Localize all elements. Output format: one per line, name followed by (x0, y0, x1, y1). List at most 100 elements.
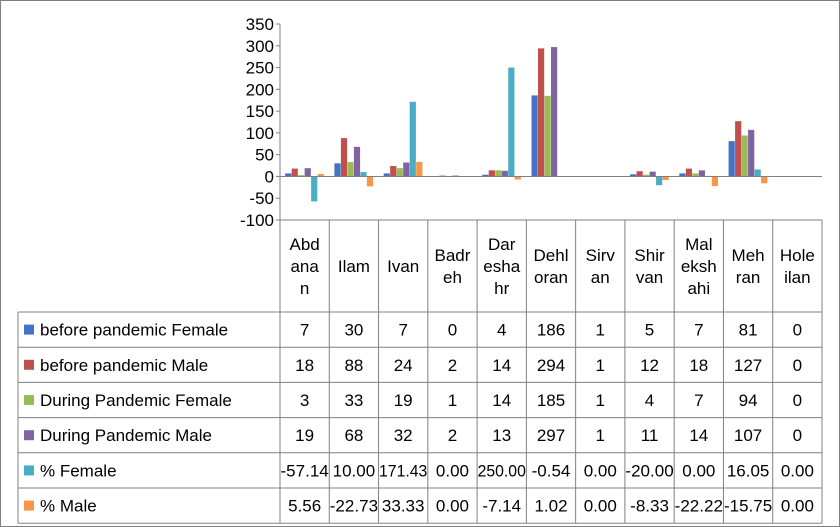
y-tick-label: 300 (246, 37, 274, 56)
legend-swatch (24, 465, 34, 476)
table-value: -22.22 (675, 497, 723, 516)
table-value: 94 (739, 391, 758, 410)
legend-swatch (24, 324, 34, 335)
bar (488, 170, 495, 177)
bar (340, 138, 348, 177)
table-value: 1 (448, 391, 457, 410)
legend-swatch (24, 500, 34, 511)
table-value: 186 (537, 321, 565, 340)
table-value: 10.00 (333, 461, 376, 480)
bar (317, 174, 324, 177)
y-tick-label: 100 (246, 124, 274, 143)
bar (735, 121, 742, 177)
y-tick-label: -50 (249, 189, 274, 208)
table-value: 1 (596, 426, 605, 445)
table-value: 4 (497, 321, 506, 340)
bar (403, 162, 410, 177)
table-value: -22.73 (330, 497, 378, 516)
category-label: Sirv an (586, 246, 616, 287)
legend-swatch (24, 395, 34, 405)
table-value: 0.00 (781, 461, 814, 480)
table-value: -8.33 (630, 497, 669, 516)
table-value: 107 (734, 426, 762, 445)
y-tick-label: 200 (246, 80, 274, 99)
bar (304, 168, 311, 177)
bar (538, 48, 545, 177)
table-value: 297 (537, 426, 565, 445)
category-label: Abd ana n (290, 235, 320, 298)
table-value: -20.00 (625, 461, 673, 480)
table-value: 1 (596, 391, 605, 410)
bar (334, 163, 341, 177)
table-value: 0.00 (682, 461, 715, 480)
y-tick-label: -100 (240, 211, 274, 230)
table-value: 14 (689, 426, 708, 445)
bar (728, 141, 735, 177)
table-value: 14 (492, 356, 511, 375)
table-value: 1 (596, 321, 605, 340)
bar (311, 176, 318, 202)
table-value: 24 (394, 356, 413, 375)
table-value: 0 (448, 321, 457, 340)
bar (662, 176, 669, 181)
y-tick-label: 50 (255, 146, 274, 165)
table-value: 0 (793, 426, 802, 445)
bar (353, 146, 361, 177)
table-value: 250.00 (478, 461, 526, 480)
bar (761, 176, 768, 184)
bar (711, 176, 719, 187)
table-value: 18 (689, 356, 708, 375)
bar (396, 168, 403, 177)
category-label: Hole ilan (780, 246, 815, 287)
table-value: 127 (734, 356, 762, 375)
bar (748, 129, 755, 177)
category-label: Ilam (338, 257, 370, 276)
table-value: -7.14 (482, 497, 521, 516)
bar (390, 165, 397, 177)
table-value: 294 (537, 356, 565, 375)
legend-swatch (24, 430, 34, 441)
category-label: Badr eh (434, 246, 470, 287)
table-value: 13 (492, 426, 511, 445)
table-value: -57.14 (281, 461, 329, 480)
bar (291, 168, 298, 177)
bar (685, 168, 693, 177)
table-value: 7 (398, 321, 407, 340)
table-value: 2 (448, 356, 457, 375)
y-tick-label: 150 (246, 102, 274, 121)
bar (679, 173, 686, 177)
table-value: 7 (694, 391, 703, 410)
legend-swatch (24, 359, 34, 370)
table-value: 33 (344, 391, 363, 410)
table-value: 1 (596, 356, 605, 375)
bar (514, 176, 521, 180)
category-label: Meh ran (732, 246, 765, 287)
bar (298, 175, 305, 177)
table-value: 185 (537, 391, 565, 410)
table-value: 30 (344, 321, 363, 340)
table-value: -15.75 (724, 497, 772, 516)
table-value: 2 (448, 426, 457, 445)
table-value: 14 (492, 391, 511, 410)
bar (741, 135, 748, 177)
bar (416, 161, 423, 177)
category-label: Dehl oran (534, 246, 569, 287)
bar (285, 173, 292, 177)
table-value: 7 (694, 321, 703, 340)
bar (508, 67, 515, 177)
legend-label: % Female (40, 461, 117, 480)
table-value: 19 (394, 391, 413, 410)
table-value: 0 (793, 321, 802, 340)
legend-label: before pandemic Female (40, 321, 228, 340)
table-value: 0.00 (436, 497, 469, 516)
y-tick-label: 0 (265, 167, 274, 186)
table-value: 88 (344, 356, 363, 375)
table-value: 19 (295, 426, 314, 445)
table-value: 5 (645, 321, 654, 340)
table-value: 16.05 (727, 461, 770, 480)
legend-label: During Pandemic Female (40, 391, 232, 410)
bar (482, 174, 489, 177)
bar (636, 171, 643, 177)
bar (501, 170, 508, 177)
table-value: 12 (640, 356, 659, 375)
